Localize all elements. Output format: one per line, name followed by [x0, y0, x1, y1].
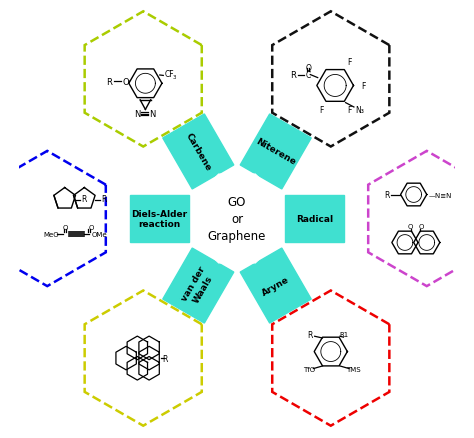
Text: N: N: [134, 110, 141, 119]
Text: Carbene: Carbene: [184, 131, 213, 173]
Text: Niterene: Niterene: [254, 137, 297, 167]
Text: R1: R1: [340, 331, 349, 337]
Polygon shape: [163, 248, 234, 323]
Text: F: F: [347, 106, 351, 115]
Text: N: N: [149, 110, 155, 119]
Text: R: R: [384, 191, 389, 200]
Polygon shape: [192, 175, 282, 263]
Text: O: O: [88, 225, 93, 231]
Text: F: F: [347, 58, 351, 67]
Polygon shape: [0, 152, 106, 286]
Text: F: F: [361, 82, 365, 91]
Text: O: O: [408, 224, 413, 230]
Text: Radical: Radical: [296, 215, 333, 223]
Text: C: C: [305, 71, 311, 80]
Polygon shape: [85, 291, 202, 426]
Polygon shape: [163, 115, 234, 190]
Polygon shape: [240, 115, 311, 190]
Polygon shape: [240, 248, 311, 323]
Text: Aryne: Aryne: [261, 275, 291, 297]
Text: Diels-Alder
reaction: Diels-Alder reaction: [131, 209, 188, 229]
Text: R: R: [290, 71, 296, 80]
Text: R: R: [308, 331, 313, 340]
Text: CF: CF: [164, 70, 174, 79]
Text: O: O: [419, 224, 424, 230]
Text: TMS: TMS: [346, 367, 361, 373]
Text: R: R: [81, 195, 87, 204]
Text: GO
or
Graphene: GO or Graphene: [208, 195, 266, 243]
Text: O: O: [305, 64, 311, 72]
Text: MeO: MeO: [43, 231, 58, 237]
Polygon shape: [285, 195, 344, 243]
Text: R: R: [162, 354, 167, 363]
Polygon shape: [85, 12, 202, 147]
Text: —N≡N: —N≡N: [429, 192, 452, 198]
Text: O: O: [122, 78, 128, 86]
Text: R: R: [101, 195, 106, 204]
Text: O: O: [63, 225, 68, 231]
Text: TfO: TfO: [303, 367, 315, 373]
Polygon shape: [272, 291, 389, 426]
Text: 3: 3: [173, 75, 176, 80]
Polygon shape: [272, 12, 389, 147]
Text: OMe: OMe: [91, 231, 107, 237]
Text: F: F: [319, 106, 323, 115]
Polygon shape: [368, 152, 474, 286]
Text: N₃: N₃: [355, 106, 364, 114]
Text: van der
Waals: van der Waals: [180, 265, 216, 307]
Text: R: R: [106, 78, 112, 86]
Polygon shape: [130, 195, 189, 243]
